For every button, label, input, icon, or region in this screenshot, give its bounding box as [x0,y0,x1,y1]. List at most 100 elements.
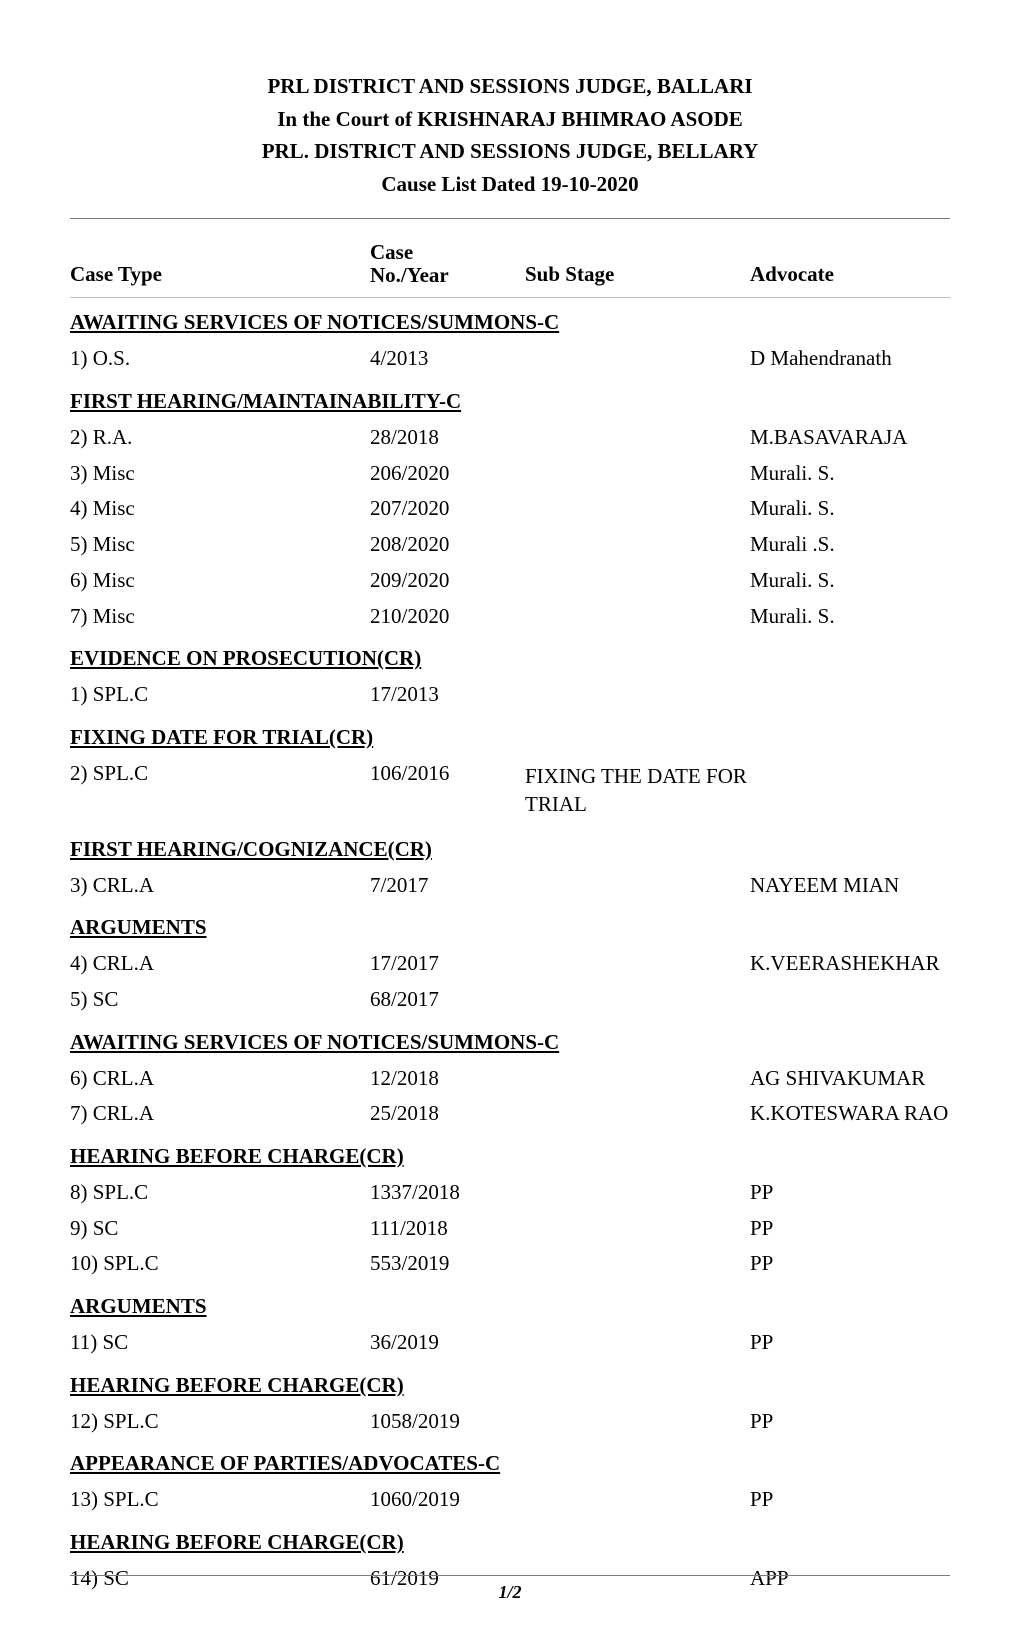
case-row: 2) SPL.C106/2016FIXING THE DATE FOR TRIA… [70,756,950,825]
section-heading: APPEARANCE OF PARTIES/ADVOCATES-C [70,1451,950,1476]
case-row: 5) SC68/2017 [70,982,950,1018]
case-row: 12) SPL.C1058/2019 PP [70,1404,950,1440]
header-judge-name: In the Court of KRISHNARAJ BHIMRAO ASODE [70,103,950,136]
advocate-cell: D Mahendranath [750,341,950,377]
column-header-row: Case Type Case No./Year Sub Stage Advoca… [70,231,950,293]
advocate-cell: NAYEEM MIAN [750,868,950,904]
case-number-cell: 68/2017 [370,982,525,1018]
page-number: 1/2 [0,1582,1020,1603]
case-number-cell: 1058/2019 [370,1404,525,1440]
advocate-cell: K.VEERASHEKHAR [750,946,950,982]
case-type-cell: 10) SPL.C [70,1246,370,1282]
case-row: 8) SPL.C1337/2018PP [70,1175,950,1211]
advocate-cell: PP [750,1404,950,1440]
case-number-cell: 208/2020 [370,527,525,563]
case-number-cell: 7/2017 [370,868,525,904]
case-type-cell: 11) SC [70,1325,370,1361]
case-row: 10) SPL.C553/2019 PP [70,1246,950,1282]
advocate-cell: PP [750,1211,950,1247]
advocate-cell: Murali .S. [750,527,950,563]
footer-divider [70,1575,950,1576]
page: PRL DISTRICT AND SESSIONS JUDGE, BALLARI… [0,0,1020,1627]
case-type-cell: 12) SPL.C [70,1404,370,1440]
case-row: 4) Misc207/2020 Murali. S. [70,491,950,527]
advocate-cell: Murali. S. [750,563,950,599]
section-heading: AWAITING SERVICES OF NOTICES/SUMMONS-C [70,1030,950,1055]
case-row: 1) SPL.C17/2013 [70,677,950,713]
advocate-cell: AG SHIVAKUMAR [750,1061,950,1097]
sub-stage-cell: FIXING THE DATE FOR TRIAL [525,756,750,825]
divider [70,218,950,219]
case-type-cell: 9) SC [70,1211,370,1247]
advocate-cell: Murali. S. [750,599,950,635]
case-number-cell: 17/2013 [370,677,525,713]
case-type-cell: 4) Misc [70,491,370,527]
case-row: 3) CRL.A7/2017 NAYEEM MIAN [70,868,950,904]
case-type-cell: 2) SPL.C [70,756,370,792]
col-header-case-no-line2: No./Year [370,263,449,287]
case-number-cell: 12/2018 [370,1061,525,1097]
header-designation: PRL. DISTRICT AND SESSIONS JUDGE, BELLAR… [70,135,950,168]
case-row: 7) CRL.A25/2018 K.KOTESWARA RAO [70,1096,950,1132]
sections-body: AWAITING SERVICES OF NOTICES/SUMMONS-C 1)… [70,310,950,1596]
case-row: 13) SPL.C1060/2019PP [70,1482,950,1518]
section-heading: ARGUMENTS [70,1294,950,1319]
case-number-cell: 25/2018 [370,1096,525,1132]
case-row: 1) O.S.4/2013 D Mahendranath [70,341,950,377]
advocate-cell: M.BASAVARAJA [750,420,950,456]
page-footer: 1/2 [0,1575,1020,1603]
case-type-cell: 6) Misc [70,563,370,599]
col-header-advocate: Advocate [750,262,950,287]
section-heading: FIRST HEARING/COGNIZANCE(CR) [70,837,950,862]
section-heading: HEARING BEFORE CHARGE(CR) [70,1373,950,1398]
case-type-cell: 3) CRL.A [70,868,370,904]
advocate-cell: PP [750,1482,950,1518]
advocate-cell: PP [750,1246,950,1282]
case-type-cell: 4) CRL.A [70,946,370,982]
case-number-cell: 36/2019 [370,1325,525,1361]
case-row: 11) SC36/2019 PP [70,1325,950,1361]
case-number-cell: 210/2020 [370,599,525,635]
section-heading: EVIDENCE ON PROSECUTION(CR) [70,646,950,671]
case-type-cell: 5) SC [70,982,370,1018]
col-header-case-no-line1: Case [370,240,413,264]
case-row: 2) R.A.28/2018 M.BASAVARAJA [70,420,950,456]
case-type-cell: 3) Misc [70,456,370,492]
divider [70,297,950,298]
col-header-sub-stage: Sub Stage [525,262,750,287]
case-row: 7) Misc210/2020 Murali. S. [70,599,950,635]
section-heading: HEARING BEFORE CHARGE(CR) [70,1530,950,1555]
case-type-cell: 2) R.A. [70,420,370,456]
advocate-cell: PP [750,1325,950,1361]
case-row: 6) Misc209/2020Murali. S. [70,563,950,599]
advocate-cell: PP [750,1175,950,1211]
case-type-cell: 1) O.S. [70,341,370,377]
case-number-cell: 4/2013 [370,341,525,377]
case-number-cell: 1060/2019 [370,1482,525,1518]
case-row: 9) SC111/2018 PP [70,1211,950,1247]
case-number-cell: 207/2020 [370,491,525,527]
case-type-cell: 7) Misc [70,599,370,635]
case-type-cell: 6) CRL.A [70,1061,370,1097]
case-row: 5) Misc208/2020 Murali .S. [70,527,950,563]
case-number-cell: 106/2016 [370,756,525,792]
col-header-case-no: Case No./Year [370,241,525,287]
section-heading: FIXING DATE FOR TRIAL(CR) [70,725,950,750]
case-number-cell: 1337/2018 [370,1175,525,1211]
case-row: 3) Misc206/2020 Murali. S. [70,456,950,492]
document-header: PRL DISTRICT AND SESSIONS JUDGE, BALLARI… [70,70,950,200]
section-heading: ARGUMENTS [70,915,950,940]
case-number-cell: 28/2018 [370,420,525,456]
case-number-cell: 111/2018 [370,1211,525,1247]
case-type-cell: 5) Misc [70,527,370,563]
advocate-cell: Murali. S. [750,456,950,492]
case-type-cell: 7) CRL.A [70,1096,370,1132]
advocate-cell: Murali. S. [750,491,950,527]
case-number-cell: 206/2020 [370,456,525,492]
section-heading: HEARING BEFORE CHARGE(CR) [70,1144,950,1169]
case-row: 6) CRL.A12/2018 AG SHIVAKUMAR [70,1061,950,1097]
section-heading: AWAITING SERVICES OF NOTICES/SUMMONS-C [70,310,950,335]
advocate-cell: K.KOTESWARA RAO [750,1096,950,1132]
case-number-cell: 553/2019 [370,1246,525,1282]
header-cause-list-date: Cause List Dated 19-10-2020 [70,168,950,201]
